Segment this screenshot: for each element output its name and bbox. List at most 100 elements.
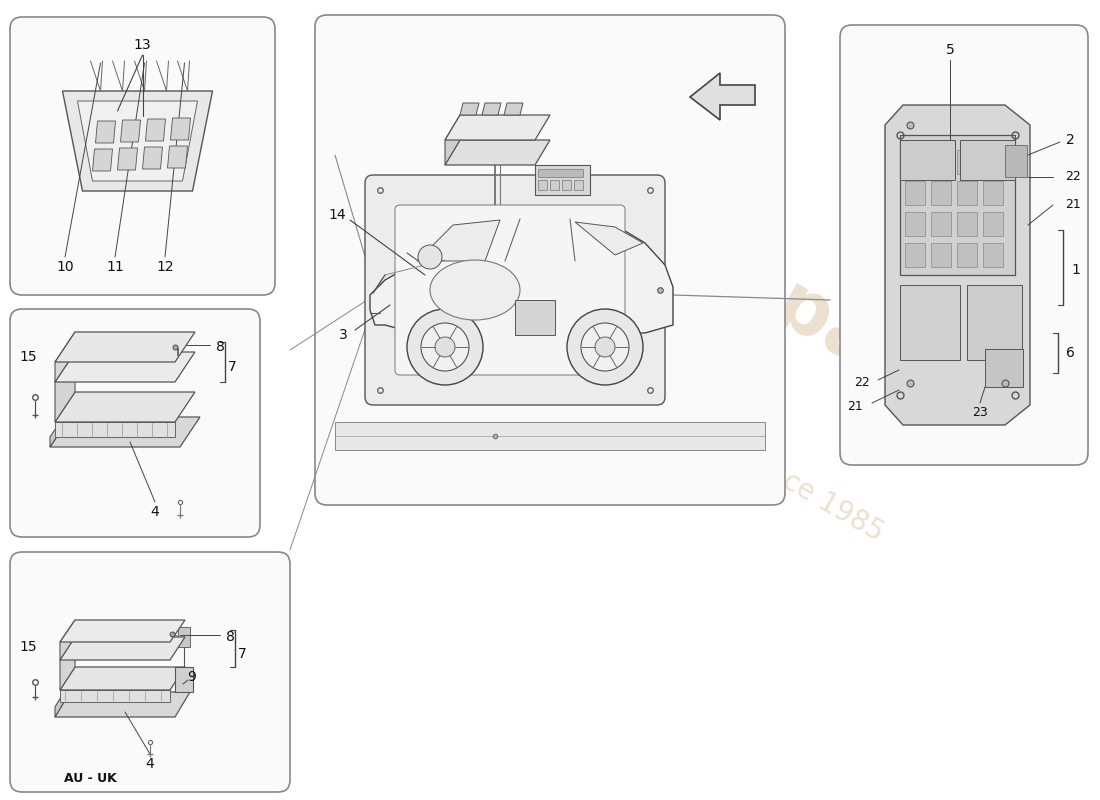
Bar (550, 180, 559, 190)
Polygon shape (482, 103, 500, 115)
Text: AU - UK: AU - UK (64, 771, 117, 785)
FancyBboxPatch shape (840, 25, 1088, 465)
Polygon shape (167, 146, 187, 168)
Polygon shape (96, 121, 115, 143)
Polygon shape (446, 115, 460, 165)
Polygon shape (55, 392, 195, 422)
Polygon shape (55, 352, 195, 382)
Polygon shape (145, 119, 165, 141)
Bar (905, 243, 925, 267)
Text: 6: 6 (1066, 346, 1075, 360)
FancyBboxPatch shape (315, 15, 785, 505)
Bar (983, 243, 1003, 267)
Bar (931, 181, 952, 205)
Text: 4: 4 (151, 505, 160, 519)
Text: 14: 14 (328, 208, 345, 222)
Circle shape (421, 323, 469, 371)
Bar (984, 349, 1023, 387)
Bar (900, 285, 960, 360)
Text: 7: 7 (228, 360, 236, 374)
Text: 22: 22 (854, 377, 870, 390)
Polygon shape (60, 620, 185, 642)
Polygon shape (446, 115, 550, 140)
Text: 15: 15 (19, 640, 36, 654)
Bar (538, 169, 583, 177)
Bar (905, 181, 925, 205)
Polygon shape (55, 692, 190, 717)
Polygon shape (575, 222, 644, 255)
Bar (336, 422, 764, 450)
Polygon shape (60, 637, 75, 690)
Bar (960, 140, 1015, 180)
Bar (931, 150, 952, 174)
Bar (983, 212, 1003, 236)
FancyBboxPatch shape (395, 205, 625, 375)
Polygon shape (55, 352, 75, 422)
Text: 5: 5 (946, 43, 955, 57)
Text: 9: 9 (188, 670, 197, 684)
Text: 13: 13 (134, 38, 152, 52)
Text: 7: 7 (238, 647, 246, 661)
Bar (957, 181, 977, 205)
Bar (931, 243, 952, 267)
Circle shape (434, 337, 455, 357)
Bar (574, 180, 583, 190)
Polygon shape (55, 332, 75, 382)
Polygon shape (370, 217, 673, 333)
Text: 10: 10 (56, 260, 74, 274)
Polygon shape (55, 332, 195, 362)
Bar (905, 212, 925, 236)
Polygon shape (63, 91, 212, 191)
Bar (967, 285, 1022, 360)
Circle shape (581, 323, 629, 371)
Bar (515, 300, 556, 335)
Bar (900, 135, 1015, 275)
Text: 15: 15 (19, 350, 36, 364)
Bar (900, 140, 955, 180)
Polygon shape (446, 140, 550, 165)
Text: 22: 22 (1065, 170, 1081, 183)
Text: 1: 1 (1071, 263, 1080, 277)
Text: 21: 21 (1065, 198, 1081, 211)
Bar (931, 212, 952, 236)
Bar (957, 243, 977, 267)
Text: 21: 21 (847, 401, 862, 414)
Text: 2: 2 (1066, 133, 1075, 147)
Polygon shape (55, 422, 175, 437)
Circle shape (418, 245, 442, 269)
Bar (983, 181, 1003, 205)
Polygon shape (417, 220, 500, 261)
Bar (535, 165, 590, 195)
Text: 3: 3 (339, 328, 348, 342)
Bar (538, 180, 547, 190)
FancyBboxPatch shape (10, 552, 290, 792)
Polygon shape (60, 690, 170, 702)
Polygon shape (504, 103, 522, 115)
Text: 12: 12 (156, 260, 174, 274)
Bar (957, 212, 977, 236)
Polygon shape (143, 147, 163, 169)
Bar (175, 667, 192, 692)
Bar (562, 180, 571, 190)
Polygon shape (121, 120, 141, 142)
Ellipse shape (430, 260, 520, 320)
Circle shape (566, 309, 644, 385)
Polygon shape (170, 118, 190, 140)
Polygon shape (50, 407, 70, 447)
FancyBboxPatch shape (365, 175, 666, 405)
FancyBboxPatch shape (10, 309, 260, 537)
Text: 23: 23 (972, 406, 988, 419)
Text: 4: 4 (145, 757, 154, 771)
Polygon shape (77, 101, 198, 181)
Text: eurospares: eurospares (552, 147, 1008, 453)
Circle shape (407, 309, 483, 385)
Polygon shape (60, 637, 185, 660)
Bar (983, 150, 1003, 174)
Polygon shape (50, 417, 200, 447)
Bar (905, 150, 925, 174)
FancyBboxPatch shape (10, 17, 275, 295)
Polygon shape (690, 73, 755, 120)
Text: 11: 11 (106, 260, 124, 274)
Polygon shape (60, 620, 75, 660)
Text: 8: 8 (226, 630, 234, 644)
